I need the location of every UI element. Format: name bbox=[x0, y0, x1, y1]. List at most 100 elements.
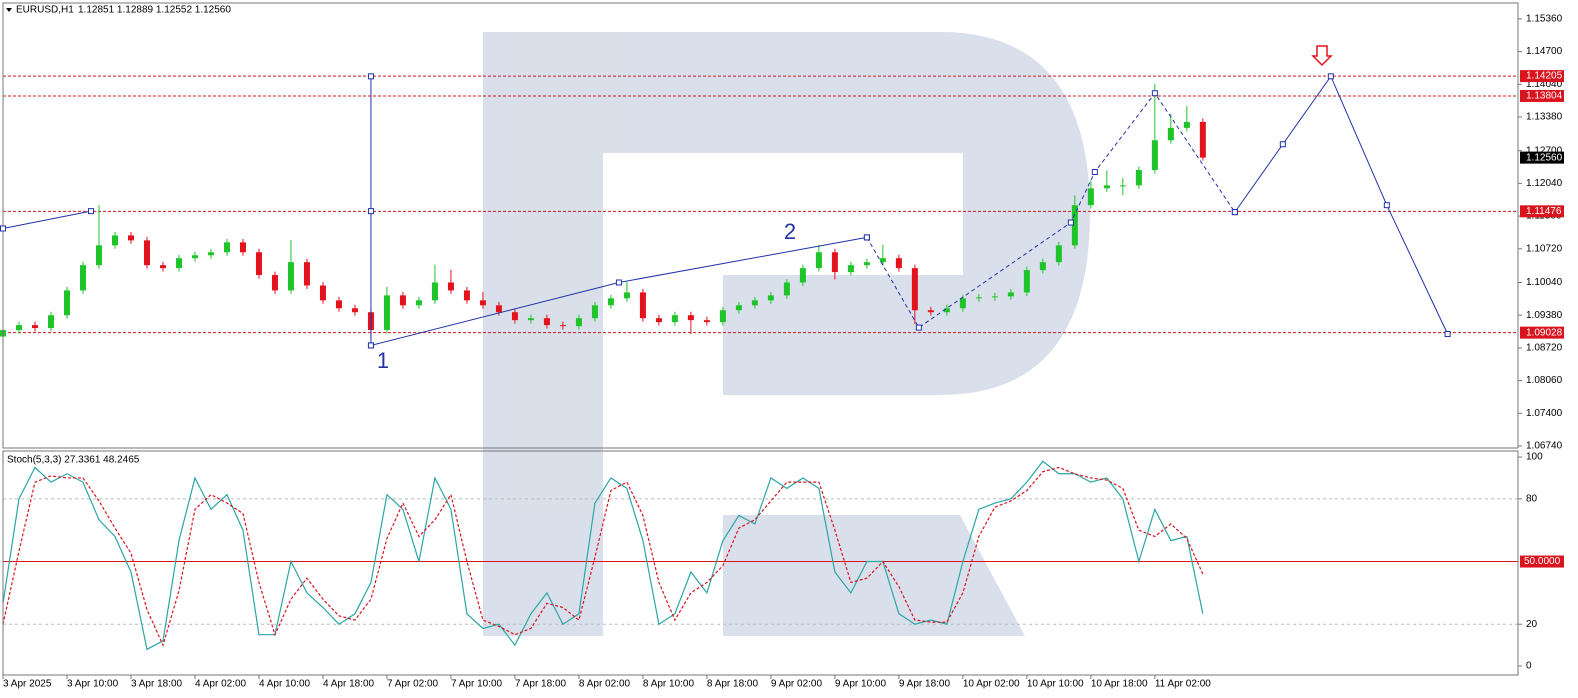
candle-body bbox=[1087, 188, 1094, 206]
x-tick-label: 3 Apr 2025 bbox=[3, 679, 52, 690]
x-tick-label: 11 Apr 02:00 bbox=[1155, 679, 1211, 690]
candle-body bbox=[1199, 121, 1206, 158]
candle-body bbox=[959, 298, 966, 309]
x-tick-label: 8 Apr 02:00 bbox=[579, 679, 631, 690]
candle-body bbox=[15, 325, 22, 331]
last-price-box bbox=[1520, 151, 1564, 164]
last-price-label: 1.12560 bbox=[1526, 152, 1563, 163]
collapse-icon bbox=[6, 8, 12, 12]
wave-point bbox=[915, 324, 922, 331]
candle-body bbox=[927, 310, 934, 313]
candle-body bbox=[1183, 121, 1190, 128]
candle-body bbox=[111, 235, 118, 246]
y-tick-label: 100 bbox=[1526, 452, 1543, 463]
level-label-box bbox=[1520, 89, 1564, 102]
candle-body bbox=[319, 285, 326, 301]
x-tick-label: 7 Apr 10:00 bbox=[451, 679, 503, 690]
candle-body bbox=[943, 308, 950, 313]
candle-body bbox=[991, 296, 998, 298]
level-label-box bbox=[1520, 205, 1564, 218]
wave-point bbox=[367, 342, 374, 349]
candle-body bbox=[687, 315, 694, 321]
y-tick-label: 0 bbox=[1526, 661, 1532, 672]
x-tick-label: 9 Apr 18:00 bbox=[899, 679, 951, 690]
candle-body bbox=[623, 292, 630, 299]
candle-body bbox=[415, 300, 422, 306]
candle-body bbox=[735, 305, 742, 311]
candle-body bbox=[751, 300, 758, 306]
watermark bbox=[483, 32, 1090, 636]
candle-body bbox=[351, 308, 358, 313]
y-tick-label: 1.10720 bbox=[1526, 243, 1563, 254]
level-label: 1.11476 bbox=[1526, 206, 1562, 217]
candle-body bbox=[207, 252, 214, 256]
x-tick-label: 10 Apr 10:00 bbox=[1027, 679, 1084, 690]
candle-body bbox=[1151, 140, 1158, 170]
wave-point bbox=[1091, 168, 1098, 175]
candle-body bbox=[639, 292, 646, 319]
candle-body bbox=[127, 235, 134, 241]
candle-body bbox=[335, 300, 342, 309]
candle-body bbox=[575, 318, 582, 327]
wave-label: 1 bbox=[377, 348, 389, 373]
candle-body bbox=[191, 255, 198, 259]
candle-body bbox=[479, 300, 486, 306]
x-tick-label: 9 Apr 02:00 bbox=[771, 679, 823, 690]
x-tick-label: 4 Apr 18:00 bbox=[323, 679, 375, 690]
candle-body bbox=[271, 275, 278, 291]
wave-label: 2 bbox=[784, 219, 796, 244]
candle-body bbox=[495, 305, 502, 313]
candle-body bbox=[879, 258, 886, 263]
x-tick-label: 3 Apr 18:00 bbox=[131, 679, 183, 690]
candle-body bbox=[831, 252, 838, 273]
wave-point bbox=[0, 225, 6, 232]
y-tick-label: 1.09380 bbox=[1526, 310, 1563, 321]
x-tick-label: 4 Apr 02:00 bbox=[195, 679, 247, 690]
candle-body bbox=[607, 298, 614, 306]
wave-point bbox=[1067, 219, 1074, 226]
wave-point bbox=[367, 73, 374, 80]
stoch-line bbox=[2, 460, 1204, 651]
x-tick-label: 10 Apr 02:00 bbox=[963, 679, 1020, 690]
candle-body bbox=[255, 252, 262, 276]
x-tick-label: 4 Apr 10:00 bbox=[259, 679, 311, 690]
stoch-title: Stoch(5,3,3) 27.3361 48.2465 bbox=[7, 455, 140, 466]
candle-body bbox=[783, 282, 790, 296]
candle-body bbox=[895, 258, 902, 269]
candle-body bbox=[1103, 185, 1110, 189]
candle-body bbox=[175, 258, 182, 269]
level-label: 1.09028 bbox=[1526, 327, 1563, 338]
candle-body bbox=[399, 295, 406, 306]
wave-point bbox=[1444, 331, 1451, 338]
y-tick-label: 1.08060 bbox=[1526, 375, 1563, 386]
x-tick-label: 3 Apr 10:00 bbox=[67, 679, 119, 690]
y-tick-label: 1.14040 bbox=[1526, 79, 1563, 90]
candle-body bbox=[1055, 245, 1062, 263]
candle-body bbox=[159, 265, 166, 269]
candle-body bbox=[431, 282, 438, 301]
candle-body bbox=[719, 310, 726, 323]
y-tick-box bbox=[1520, 555, 1564, 568]
candle-body bbox=[559, 325, 566, 327]
candle-body bbox=[1007, 292, 1014, 297]
y-tick-label: 1.13380 bbox=[1526, 112, 1563, 123]
candle-body bbox=[1135, 169, 1142, 186]
candle-body bbox=[591, 305, 598, 319]
candle-body bbox=[143, 240, 150, 266]
candle-body bbox=[975, 297, 982, 299]
x-tick-label: 10 Apr 18:00 bbox=[1091, 679, 1148, 690]
level-label: 1.14205 bbox=[1526, 71, 1563, 82]
symbol-title: EURUSD,H1 bbox=[16, 5, 74, 16]
x-tick-label: 8 Apr 10:00 bbox=[643, 679, 695, 690]
candle-body bbox=[303, 262, 310, 286]
candle-body bbox=[671, 315, 678, 323]
candle-body bbox=[703, 320, 710, 323]
candle-body bbox=[95, 245, 102, 266]
wave-point bbox=[1231, 209, 1238, 216]
candle-body bbox=[463, 290, 470, 301]
candle-body bbox=[815, 252, 822, 269]
candle-body bbox=[79, 265, 86, 291]
wave-point bbox=[1279, 141, 1286, 148]
